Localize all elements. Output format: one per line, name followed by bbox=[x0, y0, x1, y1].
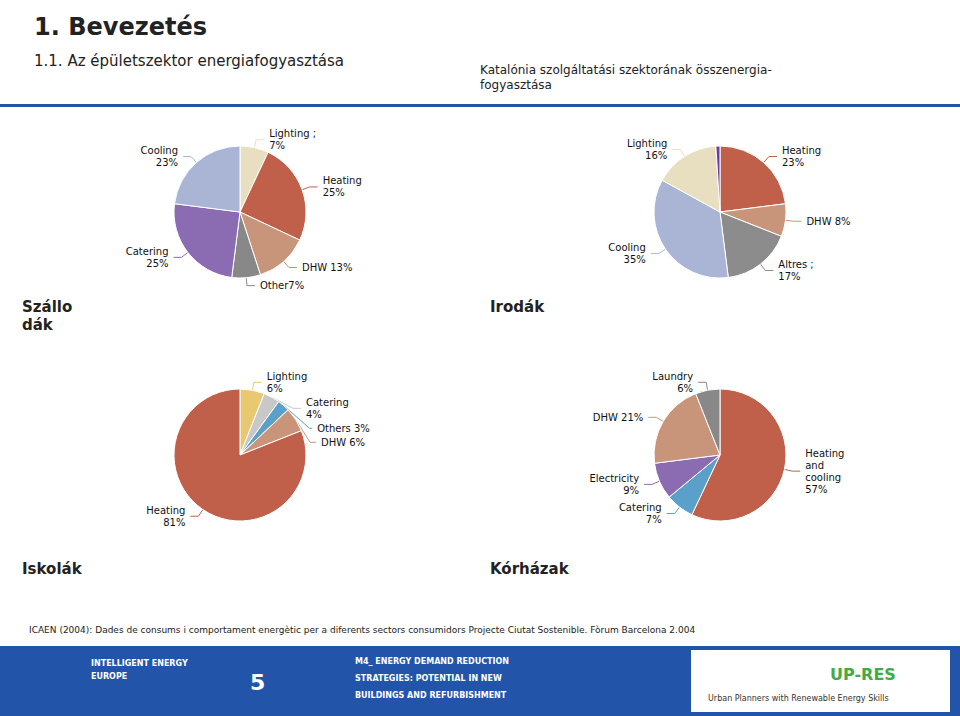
svg-text:23%: 23% bbox=[782, 157, 804, 168]
svg-text:6%: 6% bbox=[677, 383, 693, 394]
svg-text:fogyasztása: fogyasztása bbox=[480, 78, 552, 92]
svg-text:Altres ;: Altres ; bbox=[778, 259, 813, 270]
svg-text:INTELLIGENT ENERGY: INTELLIGENT ENERGY bbox=[91, 659, 188, 668]
svg-text:Katalónia szolgáltatási szekto: Katalónia szolgáltatási szektorának össz… bbox=[480, 63, 772, 77]
svg-text:57%: 57% bbox=[805, 484, 827, 495]
svg-text:4%: 4% bbox=[306, 409, 322, 420]
svg-text:DHW 13%: DHW 13% bbox=[302, 262, 353, 273]
svg-text:Catering: Catering bbox=[126, 246, 169, 257]
svg-text:1.1. Az épületszektor energiaf: 1.1. Az épületszektor energiafogyasztása bbox=[34, 52, 344, 70]
svg-text:Cooling: Cooling bbox=[141, 145, 178, 156]
svg-text:Electricity: Electricity bbox=[589, 473, 639, 484]
svg-text:Lighting ;: Lighting ; bbox=[269, 128, 316, 139]
svg-text:EUROPE: EUROPE bbox=[91, 672, 127, 681]
svg-text:Iskolák: Iskolák bbox=[22, 560, 83, 578]
svg-text:DHW 8%: DHW 8% bbox=[806, 216, 850, 227]
svg-text:Heating: Heating bbox=[805, 448, 844, 459]
svg-text:16%: 16% bbox=[645, 150, 667, 161]
svg-text:Cooling: Cooling bbox=[608, 242, 645, 253]
svg-text:81%: 81% bbox=[163, 517, 185, 528]
svg-text:DHW 6%: DHW 6% bbox=[321, 437, 365, 448]
svg-text:Lighting: Lighting bbox=[267, 371, 307, 382]
svg-text:Szállo: Szállo bbox=[22, 298, 72, 316]
svg-text:Heating: Heating bbox=[146, 505, 185, 516]
svg-text:1. Bevezetés: 1. Bevezetés bbox=[34, 13, 207, 41]
svg-text:23%: 23% bbox=[156, 157, 178, 168]
svg-text:Catering: Catering bbox=[306, 397, 349, 408]
svg-text:DHW 21%: DHW 21% bbox=[593, 412, 644, 423]
svg-text:Catering: Catering bbox=[619, 502, 662, 513]
svg-text:7%: 7% bbox=[269, 140, 285, 151]
svg-text:Irodák: Irodák bbox=[490, 298, 545, 316]
svg-text:Heating: Heating bbox=[782, 145, 821, 156]
svg-text:9%: 9% bbox=[623, 485, 639, 496]
svg-text:5: 5 bbox=[250, 670, 265, 695]
svg-text:BUILDINGS AND REFURBISHMENT: BUILDINGS AND REFURBISHMENT bbox=[355, 691, 507, 700]
svg-text:Heating: Heating bbox=[323, 175, 362, 186]
svg-text:and: and bbox=[805, 460, 824, 471]
svg-text:35%: 35% bbox=[624, 254, 646, 265]
svg-text:6%: 6% bbox=[267, 383, 283, 394]
svg-text:cooling: cooling bbox=[805, 472, 841, 483]
svg-text:dák: dák bbox=[22, 316, 54, 334]
svg-text:M4_ ENERGY DEMAND REDUCTION: M4_ ENERGY DEMAND REDUCTION bbox=[355, 657, 509, 666]
svg-text:ICAEN (2004): Dades de consums: ICAEN (2004): Dades de consums i comport… bbox=[29, 625, 695, 635]
svg-text:Urban Planners with Renewable: Urban Planners with Renewable Energy Ski… bbox=[708, 694, 889, 703]
svg-text:7%: 7% bbox=[646, 514, 662, 525]
svg-text:UP-RES: UP-RES bbox=[830, 665, 896, 684]
svg-text:25%: 25% bbox=[323, 187, 345, 198]
svg-text:17%: 17% bbox=[778, 271, 800, 282]
svg-text:Kórházak: Kórházak bbox=[490, 560, 570, 578]
svg-text:25%: 25% bbox=[146, 258, 168, 269]
svg-text:Others 3%: Others 3% bbox=[317, 423, 370, 434]
svg-text:Lighting: Lighting bbox=[627, 138, 667, 149]
svg-text:STRATEGIES: POTENTIAL IN NEW: STRATEGIES: POTENTIAL IN NEW bbox=[355, 674, 502, 683]
svg-text:Laundry: Laundry bbox=[652, 371, 693, 382]
svg-text:Other7%: Other7% bbox=[260, 280, 304, 291]
